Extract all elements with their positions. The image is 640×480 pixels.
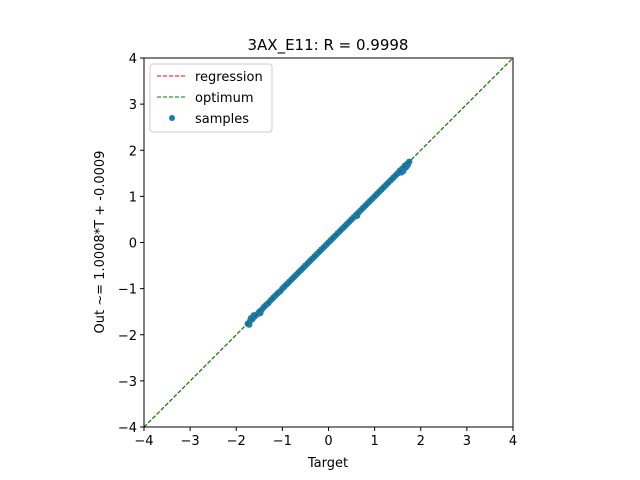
x-tick-label: 4: [509, 434, 517, 449]
sample-point: [353, 212, 361, 219]
y-tick-label: 0: [129, 237, 137, 252]
sample-point: [247, 314, 255, 322]
legend-samples-swatch: [169, 115, 175, 121]
sample-point: [404, 161, 412, 169]
y-tick-label: −1: [118, 283, 137, 298]
chart-title: 3AX_E11: R = 0.9998: [248, 36, 409, 55]
y-tick-label: 2: [129, 144, 137, 159]
optimum-line-overlay: [144, 58, 513, 427]
y-axis-label: Out ~= 1.0008*T + -0.0009: [93, 151, 108, 334]
sample-point: [400, 167, 407, 175]
x-tick-label: 3: [463, 434, 471, 449]
x-tick-label: −2: [227, 434, 246, 449]
x-tick-label: −4: [134, 434, 153, 449]
sample-point: [257, 309, 264, 317]
x-tick-label: 2: [417, 434, 425, 449]
x-tick-label: −1: [273, 434, 292, 449]
legend-optimum-label: optimum: [195, 91, 253, 106]
legend-box: [149, 63, 273, 133]
x-axis: −4 −3 −2 −1 0 1 2 3 4: [134, 427, 517, 449]
legend-regression-label: regression: [195, 70, 263, 85]
y-tick-label: 1: [129, 190, 137, 205]
legend: regression optimum samples: [149, 63, 273, 133]
y-tick-label: −3: [118, 375, 137, 390]
y-tick-label: −4: [118, 421, 137, 436]
y-tick-label: −2: [118, 329, 137, 344]
y-tick-label: 3: [129, 98, 137, 113]
y-tick-label: 4: [129, 52, 137, 67]
x-tick-label: 0: [324, 434, 332, 449]
x-tick-label: 1: [370, 434, 378, 449]
points-layer: [144, 58, 513, 427]
legend-samples-label: samples: [195, 112, 249, 127]
x-axis-label: Target: [307, 456, 348, 471]
y-axis: −4 −3 −2 −1 0 1 2 3 4: [118, 52, 144, 436]
x-tick-label: −3: [181, 434, 200, 449]
